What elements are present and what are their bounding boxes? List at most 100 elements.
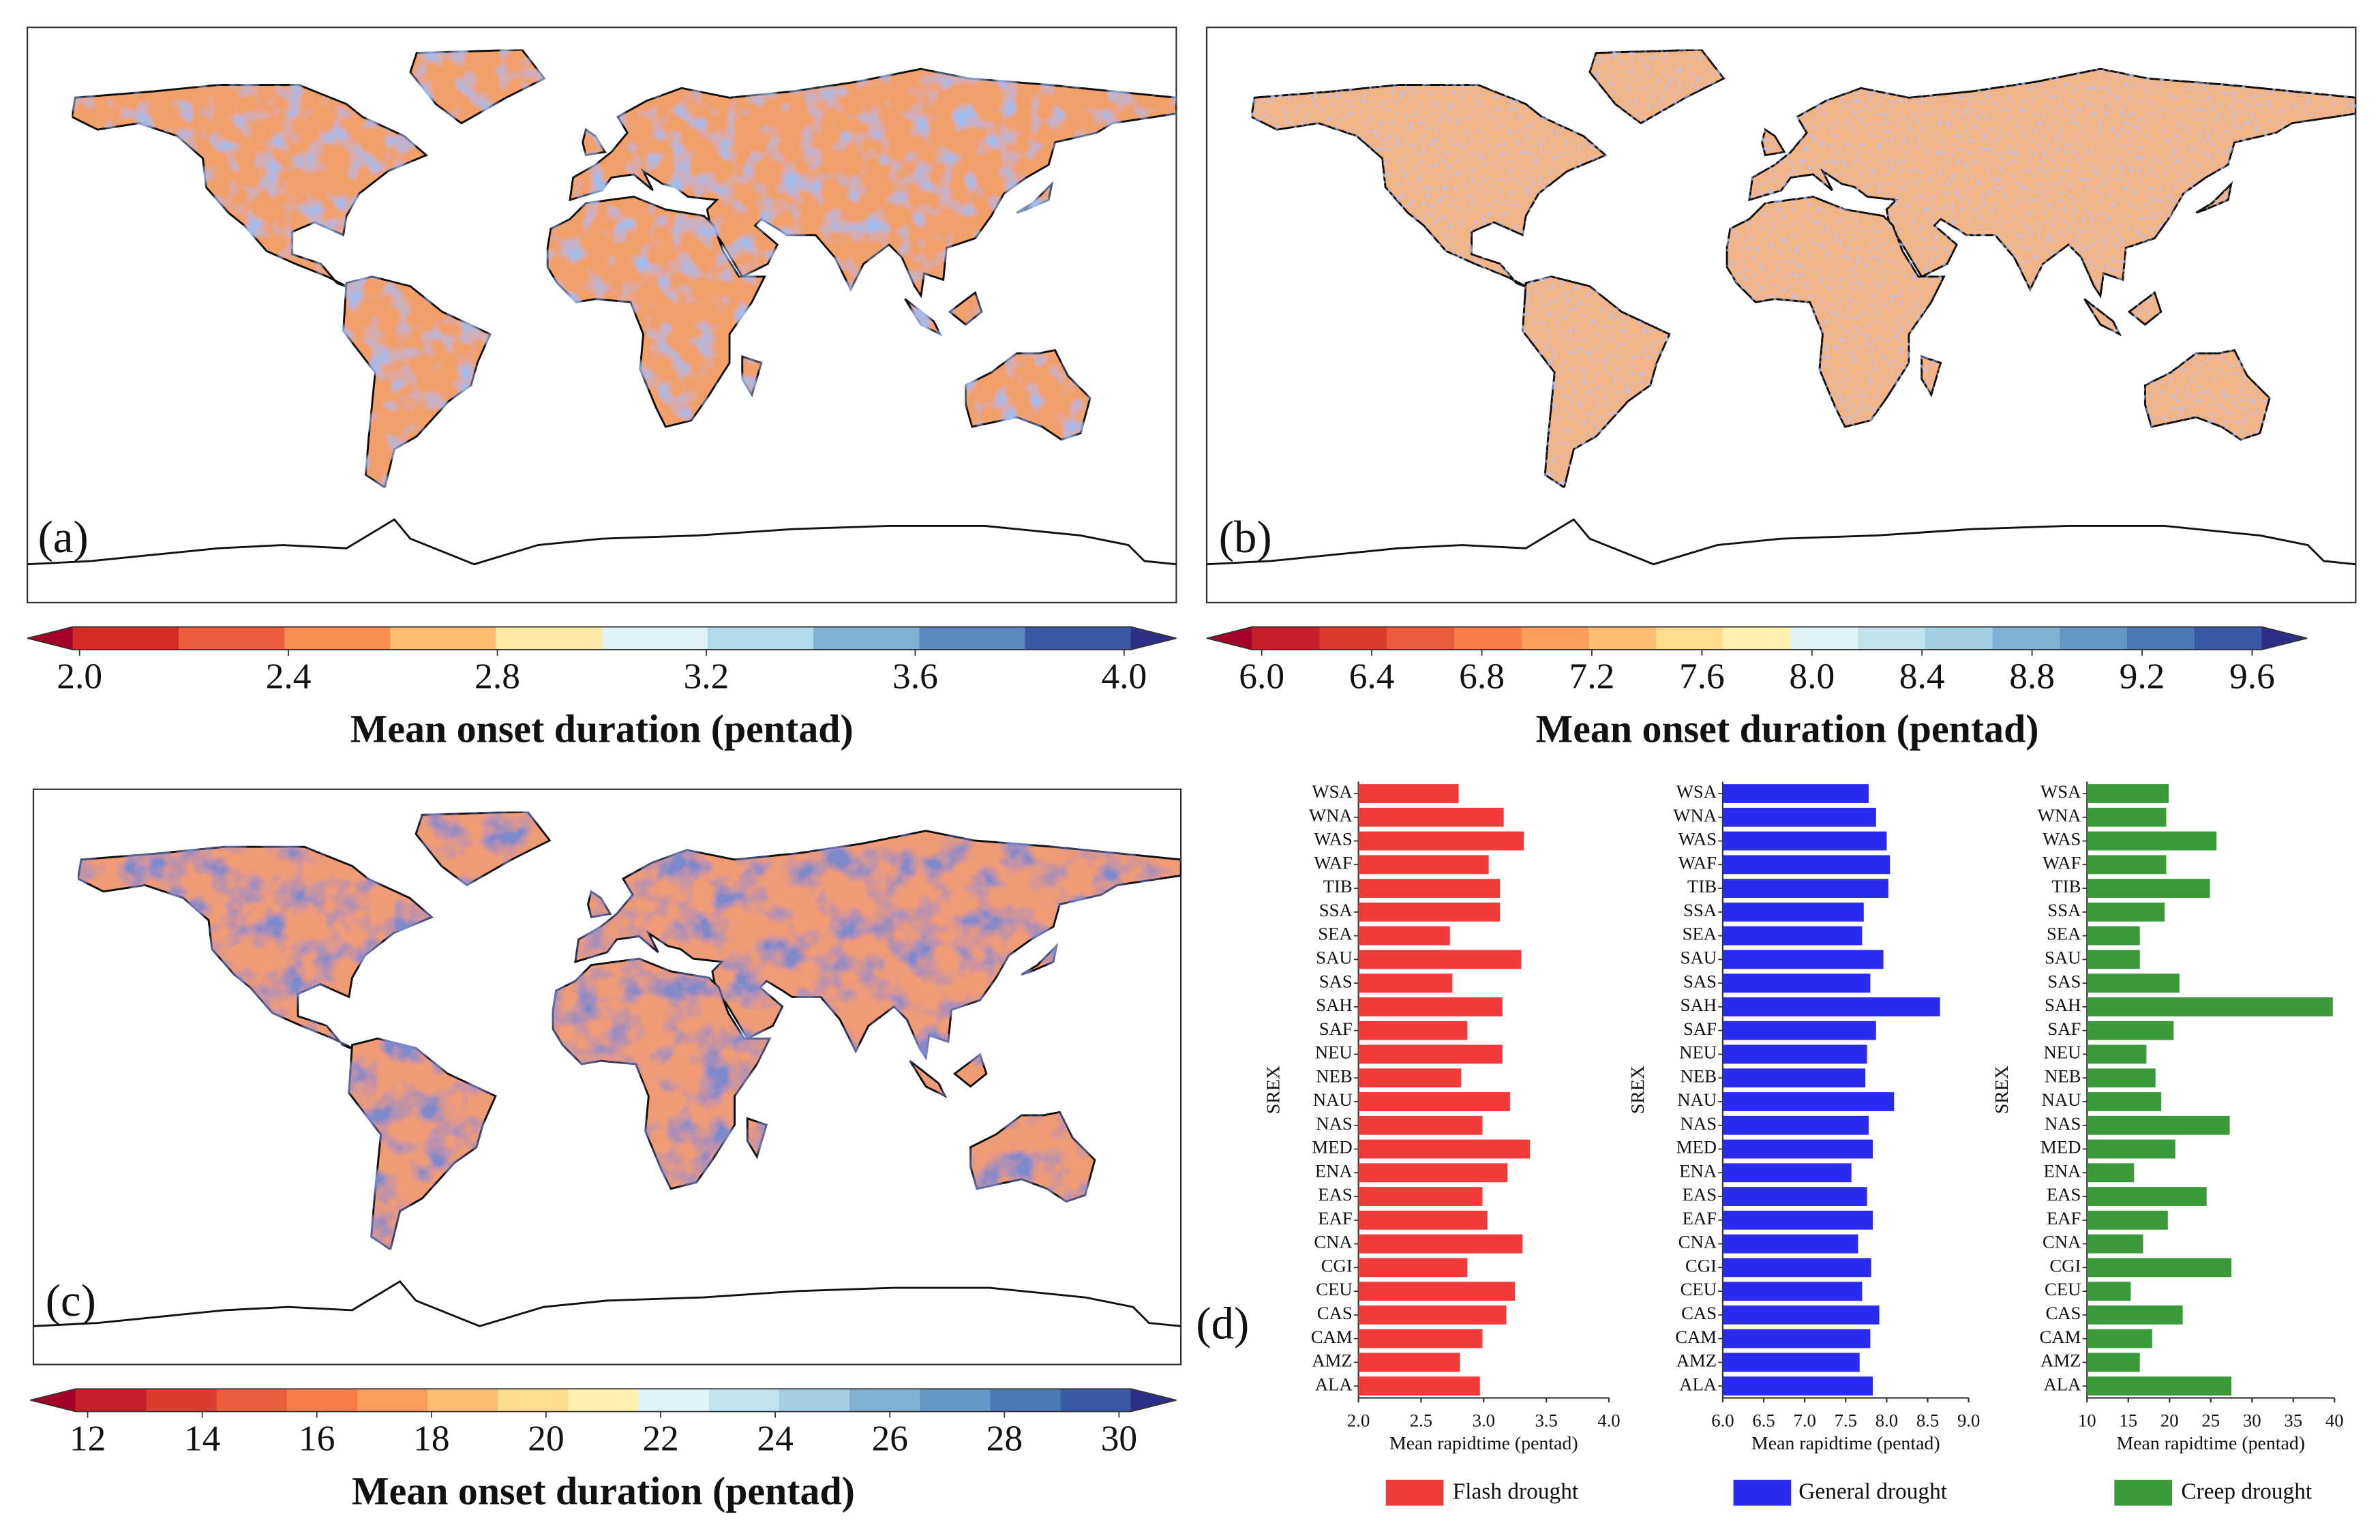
y-tick-label: ALA <box>1315 1374 1353 1394</box>
y-tick-label: WNA <box>1673 805 1717 826</box>
y-tick-label: SAF <box>2047 1018 2081 1039</box>
bar <box>1358 1021 1468 1040</box>
x-tick-label: 4.0 <box>1597 1410 1620 1430</box>
colorbar-extend <box>1130 626 1177 650</box>
y-tick-label: ENA <box>1679 1160 1717 1181</box>
colorbar-tick-label: 3.2 <box>684 656 729 697</box>
bar <box>2087 997 2333 1016</box>
x-tick-label: 6.5 <box>1752 1410 1775 1430</box>
bar <box>1358 1258 1468 1278</box>
x-tick-label: 2.0 <box>1347 1410 1370 1430</box>
colorbar-tick-label: 8.8 <box>2009 656 2055 697</box>
continent <box>952 1053 988 1088</box>
bar <box>2087 807 2167 827</box>
bar <box>2087 784 2169 803</box>
continent <box>1588 48 1726 125</box>
colorbar-segment <box>1252 626 1321 650</box>
colorbar-segment <box>1992 626 2061 650</box>
y-tick-label: EAS <box>1318 1184 1352 1205</box>
colorbar-segment <box>284 626 391 650</box>
colorbar-outline <box>27 626 1177 650</box>
bar <box>1722 1353 1860 1372</box>
x-tick-label: 8.5 <box>1916 1410 1939 1430</box>
bar <box>1358 1163 1508 1183</box>
panel-label: (d) <box>1196 1298 1249 1348</box>
colorbar-segment <box>286 1389 358 1412</box>
colorbar-segment <box>357 1389 428 1412</box>
bar-chart: 6.0 6.5 7.0 7.5 8.0 8.5 9.0 WSA WNA WAS WAF TIB SSA S… <box>1627 781 1980 1506</box>
x-tick-label: 35 <box>2284 1410 2302 1430</box>
continent <box>965 348 1091 441</box>
continent <box>574 830 1182 1061</box>
colorbar-tick-label: 4.0 <box>1101 656 1147 697</box>
y-tick-label: MED <box>1312 1137 1352 1158</box>
x-tick-label: 3.5 <box>1535 1410 1557 1430</box>
x-tick-label: 15 <box>2119 1410 2137 1430</box>
bar <box>2087 902 2165 922</box>
legend-swatch <box>1733 1479 1792 1506</box>
bar <box>1358 902 1501 922</box>
y-tick-label: MED <box>2040 1137 2081 1158</box>
colorbar-tick-label: 22 <box>642 1417 678 1458</box>
bar <box>2087 855 2167 875</box>
colorbar-extend <box>2261 626 2308 650</box>
y-tick-label: CAS <box>1681 1303 1717 1323</box>
y-tick-label: SAS <box>2047 971 2081 991</box>
bar <box>1722 1258 1871 1278</box>
land <box>1250 48 2357 489</box>
y-tick-label: ALA <box>1679 1374 1717 1394</box>
y-tick-label: CGI <box>2049 1255 2081 1275</box>
bar <box>1722 879 1888 898</box>
continent <box>948 290 983 326</box>
y-tick-label: SEA <box>1683 924 1717 944</box>
y-tick-label: EAS <box>1683 1184 1717 1205</box>
bar <box>1358 1353 1460 1372</box>
x-tick-label: 20 <box>2160 1410 2179 1430</box>
y-tick-label: ENA <box>1315 1160 1353 1181</box>
bar <box>1358 950 1522 969</box>
colorbar-segment <box>1723 626 1792 650</box>
colorbar-segment <box>498 1389 569 1412</box>
y-tick-label: CAM <box>1675 1327 1717 1347</box>
y-tick-label: CAM <box>1311 1327 1353 1347</box>
colorbar-segment <box>919 626 1026 650</box>
bar <box>2087 1329 2152 1348</box>
bar <box>1722 807 1876 827</box>
bar-chart: 10 15 20 25 30 35 40 WSA WNA WAS WAF TIB SSA SEA SAU SA… <box>1991 781 2344 1506</box>
colorbar-segment <box>638 1389 710 1412</box>
panel-label: (c) <box>46 1275 96 1326</box>
bar <box>1358 926 1450 946</box>
colorbar-title: Mean onset duration (pentad) <box>350 707 854 751</box>
colorbar-segment <box>1925 626 1993 650</box>
colorbar-tick-label: 8.4 <box>1899 656 1945 697</box>
bar <box>1722 1068 1866 1088</box>
x-axis-label: Mean rapidtime (pentad) <box>2116 1433 2305 1454</box>
y-tick-label: EAF <box>2047 1208 2081 1228</box>
continent <box>71 84 429 290</box>
x-axis-label: Mean rapidtime (pentad) <box>1389 1433 1578 1454</box>
legend-swatch <box>2114 1479 2172 1506</box>
bar <box>1358 855 1489 875</box>
colorbar-tick-label: 7.2 <box>1569 656 1615 697</box>
bar <box>1722 1210 1873 1230</box>
y-tick-label: WNA <box>2038 805 2081 826</box>
bar <box>1722 855 1891 875</box>
bar <box>1358 997 1503 1016</box>
y-tick-label: TIB <box>1323 876 1353 896</box>
colorbar-segment <box>779 1389 850 1412</box>
y-tick-label: WAF <box>1314 852 1352 873</box>
colorbar-title: Mean onset duration (pentad) <box>1536 707 2039 751</box>
antarctic-coast <box>1206 518 2356 566</box>
colorbar-segment <box>1790 626 1859 650</box>
bar <box>1358 1376 1480 1396</box>
colorbar-tick-label: 9.2 <box>2120 656 2165 697</box>
colorbar-segment <box>496 626 603 650</box>
colorbar-tick-label: 26 <box>872 1417 908 1458</box>
bar <box>2087 1115 2230 1135</box>
bar <box>2087 1187 2207 1206</box>
y-tick-label: SAH <box>1681 995 1717 1015</box>
bar <box>2087 1021 2174 1040</box>
x-tick-label: 30 <box>2243 1410 2261 1430</box>
bar <box>2087 1139 2175 1159</box>
bar <box>1722 1139 1873 1159</box>
